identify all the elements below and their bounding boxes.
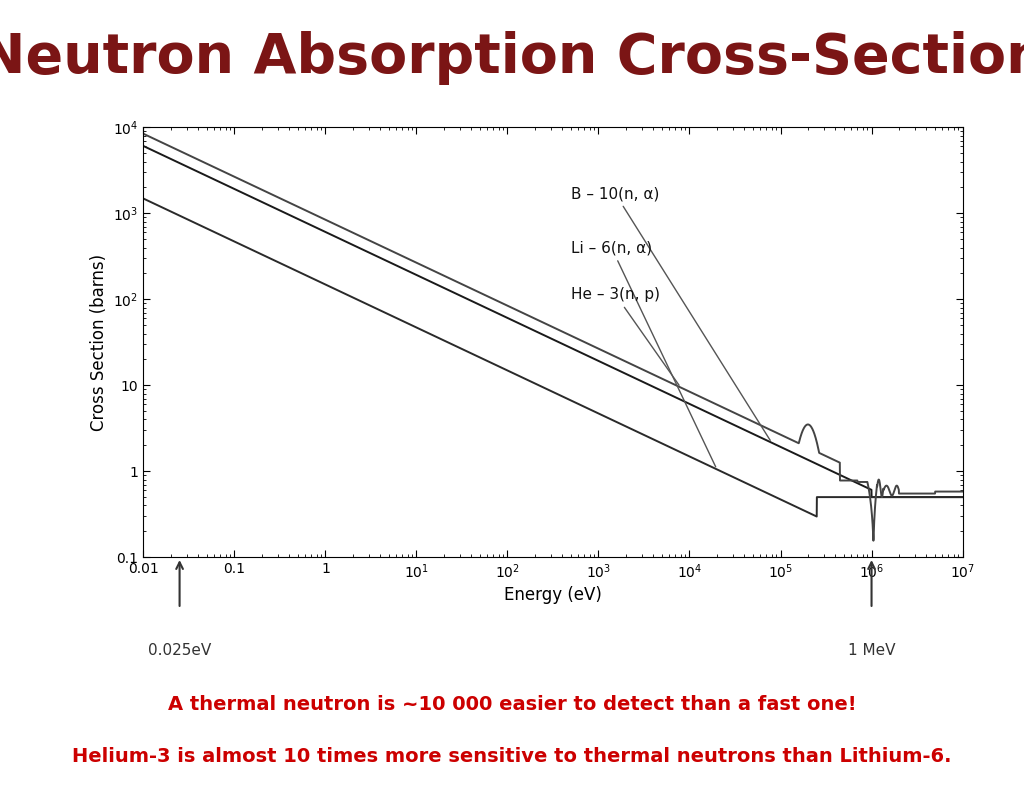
Text: B – 10(n, α): B – 10(n, α): [571, 186, 770, 440]
Y-axis label: Cross Section (barns): Cross Section (barns): [89, 254, 108, 431]
Text: Neutron Absorption Cross-Section: Neutron Absorption Cross-Section: [0, 31, 1024, 84]
Text: He – 3(n, p): He – 3(n, p): [571, 287, 679, 385]
Text: Helium-3 is almost 10 times more sensitive to thermal neutrons than Lithium-6.: Helium-3 is almost 10 times more sensiti…: [73, 747, 951, 766]
Text: 0.025eV: 0.025eV: [147, 643, 211, 658]
Text: Li – 6(n, α): Li – 6(n, α): [571, 240, 716, 467]
X-axis label: Energy (eV): Energy (eV): [504, 586, 602, 604]
Text: 1 MeV: 1 MeV: [848, 643, 895, 658]
Text: A thermal neutron is ~10 000 easier to detect than a fast one!: A thermal neutron is ~10 000 easier to d…: [168, 695, 856, 714]
